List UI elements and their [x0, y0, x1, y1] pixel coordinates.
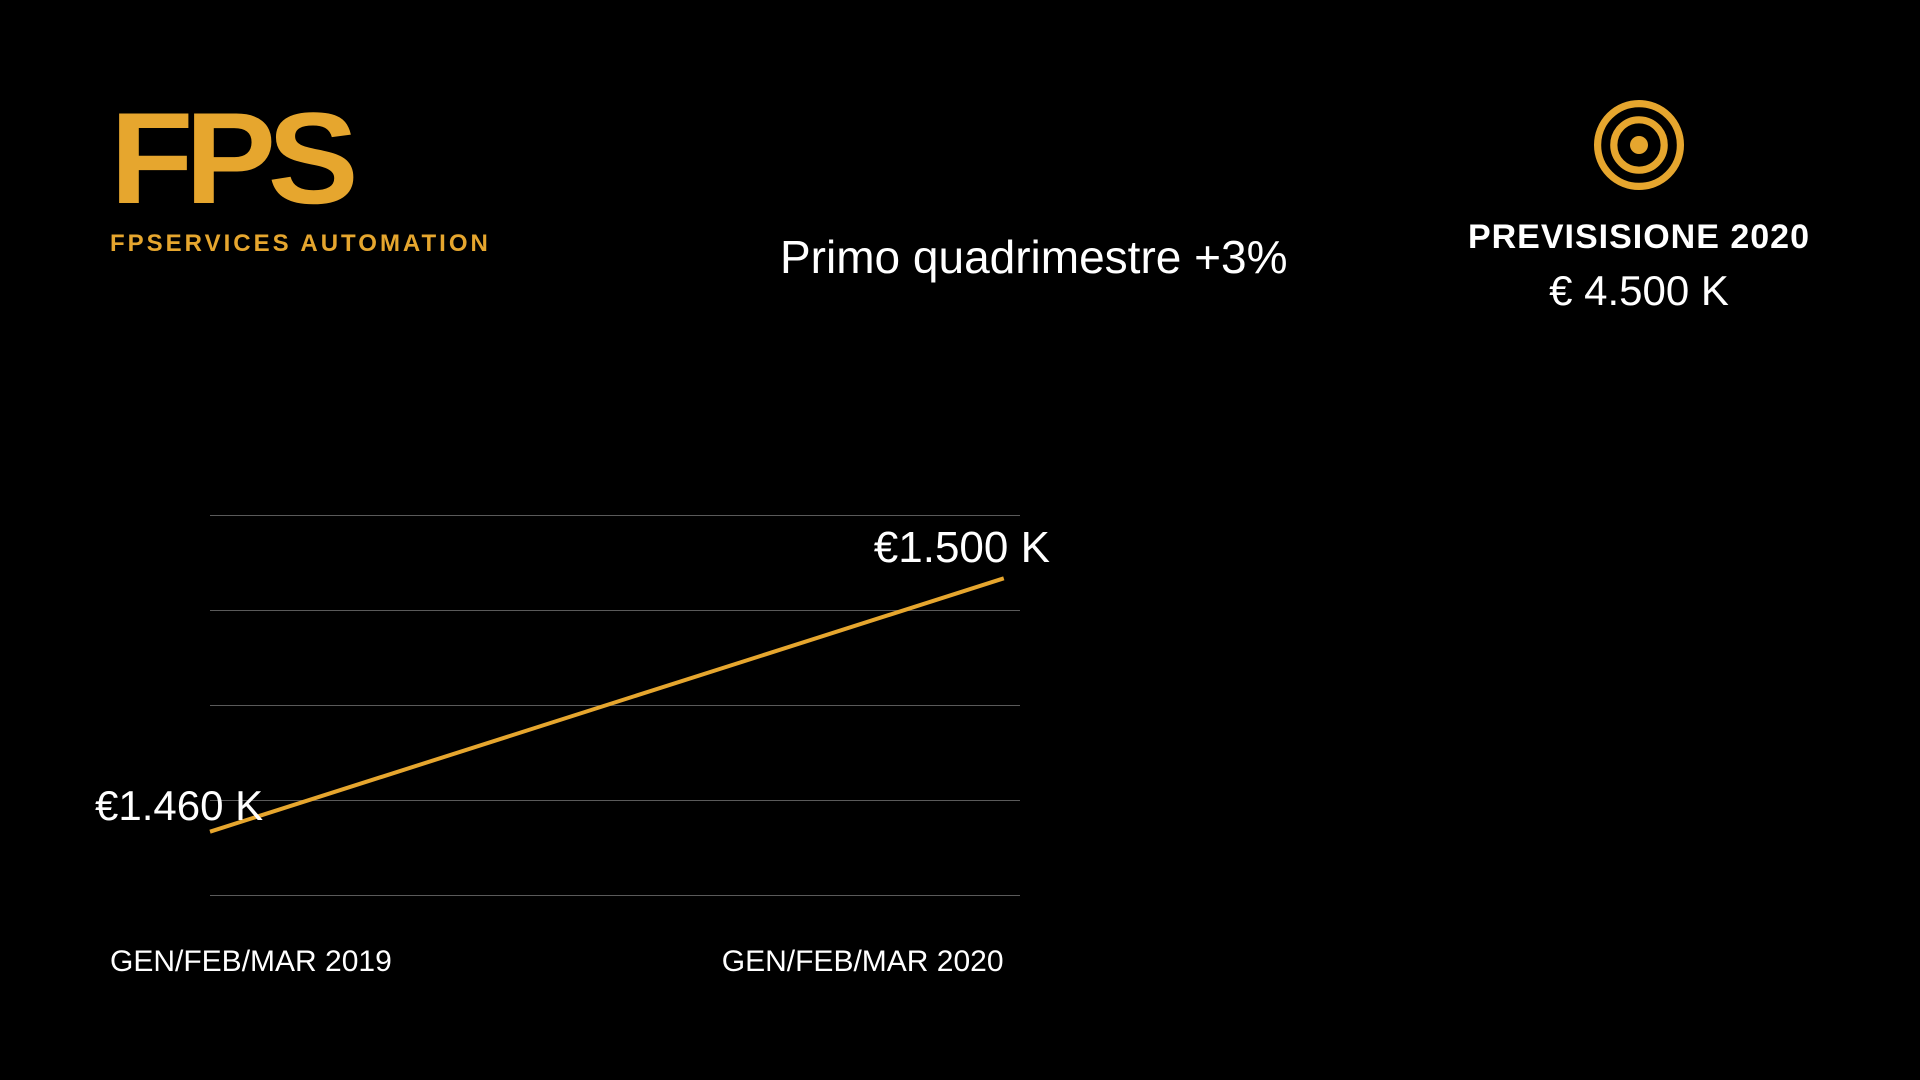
x-axis-label-start: GEN/FEB/MAR 2019 [110, 945, 392, 979]
trend-line [210, 578, 1004, 831]
brand-logo: FPS FPSERVICES AUTOMATION [110, 105, 491, 258]
line-chart: €1.460 K€1.500 K [210, 515, 1020, 895]
logo-text: FPS [110, 105, 510, 212]
data-label-end: €1.500 K [874, 523, 1050, 573]
target-icon [1594, 100, 1684, 190]
data-label-start: €1.460 K [95, 782, 263, 830]
x-axis-label-end: GEN/FEB/MAR 2020 [722, 945, 1004, 979]
forecast-block: PREVISISIONE 2020 € 4.500 K [1468, 100, 1810, 315]
gridline [210, 895, 1020, 896]
x-axis-labels: GEN/FEB/MAR 2019 GEN/FEB/MAR 2020 [110, 945, 1110, 979]
forecast-value: € 4.500 K [1468, 267, 1810, 315]
target-ring-inner [1630, 136, 1648, 154]
logo-subtitle: FPSERVICES AUTOMATION [110, 230, 491, 258]
forecast-title: PREVISISIONE 2020 [1468, 218, 1810, 257]
headline-text: Primo quadrimestre +3% [780, 230, 1287, 284]
